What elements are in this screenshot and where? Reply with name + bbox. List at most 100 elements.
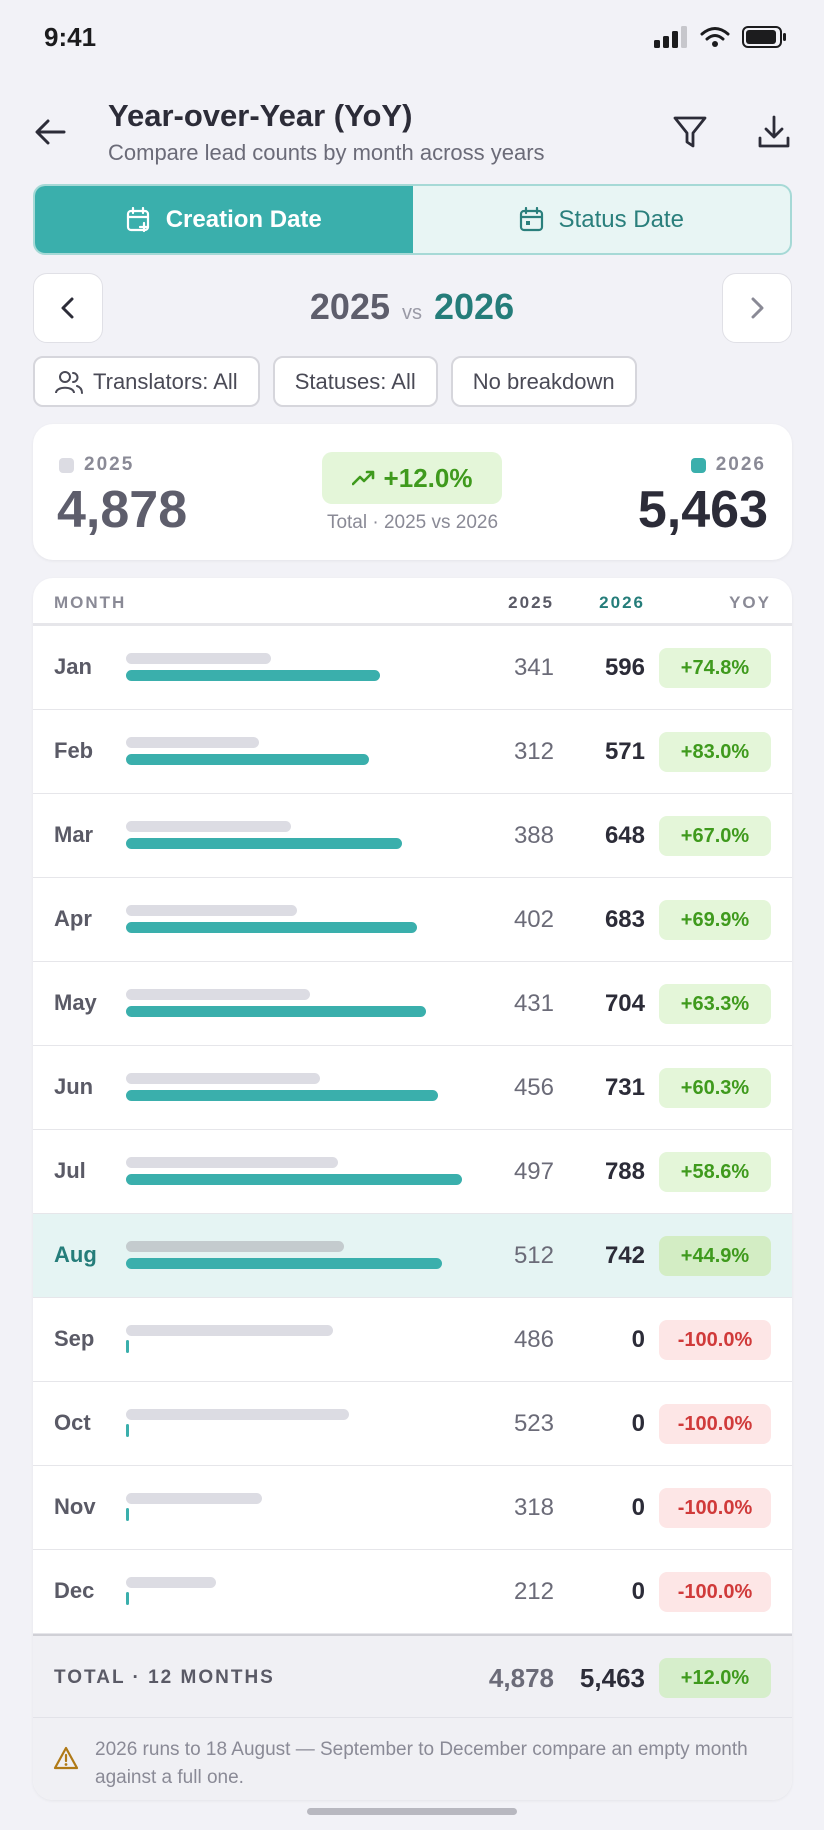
month-label: Sep — [54, 1326, 95, 1351]
summary-year-b-label: 2026 — [715, 454, 766, 475]
bar-2026 — [126, 1508, 129, 1521]
tab-status-date-label: Status Date — [558, 205, 684, 233]
value-2026: 0 — [631, 1578, 645, 1605]
total-label: TOTAL · 12 MONTHS — [54, 1667, 275, 1688]
table-row[interactable]: Oct 523 0 -100.0% — [33, 1382, 792, 1466]
next-year-button[interactable] — [722, 273, 792, 343]
month-label: Jun — [54, 1074, 94, 1099]
bar-2026 — [126, 1424, 129, 1437]
value-2026: 0 — [631, 1326, 645, 1353]
column-header-2025: 2025 — [508, 593, 554, 612]
bar-2025 — [126, 821, 291, 832]
home-indicator — [307, 1808, 517, 1815]
value-2026: 571 — [604, 738, 645, 765]
bar-2025 — [126, 1493, 262, 1504]
back-button[interactable] — [28, 110, 72, 154]
summary-year-a-label: 2025 — [84, 454, 135, 475]
warning-icon — [53, 1746, 79, 1770]
tab-status-date[interactable]: Status Date — [413, 186, 791, 253]
summary-card: 2025 4,878 +12.0% Total · 2025 vs 2026 2… — [33, 424, 792, 560]
bar-2025 — [126, 1409, 349, 1420]
previous-year-button[interactable] — [33, 273, 103, 343]
tab-creation-date-label: Creation Date — [165, 205, 322, 233]
month-label: Oct — [54, 1410, 91, 1435]
yoy-badge: -100.0% — [659, 1488, 771, 1528]
statuses-filter-chip[interactable]: Statuses: All — [272, 356, 438, 407]
trending-up-icon — [351, 470, 374, 486]
column-header-month: MONTH — [54, 593, 127, 612]
summary-change-badge: +12.0% — [322, 452, 502, 504]
bar-2026 — [126, 1592, 129, 1605]
value-2026: 704 — [604, 990, 645, 1017]
status-bar: 9:41 — [0, 0, 824, 80]
calendar-plus-icon — [126, 206, 149, 232]
summary-note: Total · 2025 vs 2026 — [326, 512, 499, 533]
bar-2025 — [126, 905, 297, 916]
header: Year-over-Year (YoY) Compare lead counts… — [0, 92, 824, 172]
bar-2025 — [126, 737, 259, 748]
summary-year-a-legend: 2025 — [59, 454, 134, 476]
download-button[interactable] — [750, 108, 798, 156]
bar-2026 — [126, 1340, 129, 1353]
value-2025: 318 — [513, 1494, 554, 1521]
value-2026: 0 — [631, 1494, 645, 1521]
summary-year-b-legend: 2026 — [690, 454, 766, 476]
value-2026: 648 — [604, 822, 645, 849]
translators-filter-chip[interactable]: Translators: All — [33, 356, 260, 407]
status-time: 9:41 — [44, 22, 97, 52]
table-row[interactable]: Jan 341 596 +74.8% — [33, 626, 792, 710]
filter-button[interactable] — [666, 108, 714, 156]
table-row[interactable]: Apr 402 683 +69.9% — [33, 878, 792, 962]
bar-2026 — [126, 922, 417, 933]
bar-2026 — [126, 838, 402, 849]
column-header-2026: 2026 — [599, 593, 645, 612]
signal-icon — [654, 26, 687, 48]
month-label: Dec — [54, 1578, 95, 1603]
value-2026: 731 — [604, 1074, 645, 1101]
bar-2026 — [126, 1174, 462, 1185]
month-label: Mar — [54, 822, 94, 847]
total-yoy-badge: +12.0% — [659, 1658, 771, 1698]
tab-creation-date[interactable]: Creation Date — [35, 186, 413, 253]
breakdown-chip[interactable]: No breakdown — [450, 356, 637, 407]
table-row[interactable]: Feb 312 571 +83.0% — [33, 710, 792, 794]
month-label: Nov — [54, 1494, 96, 1519]
summary-year-a-total: 4,878 — [57, 481, 188, 539]
translators-filter-label: Translators: All — [93, 368, 238, 394]
value-2025: 312 — [513, 738, 554, 765]
yoy-badge: +74.8% — [659, 648, 771, 688]
table-row[interactable]: May 431 704 +63.3% — [33, 962, 792, 1046]
yoy-badge: +83.0% — [659, 732, 771, 772]
value-2025: 431 — [513, 990, 554, 1017]
yoy-badge: +69.9% — [659, 900, 771, 940]
users-icon — [55, 370, 83, 394]
yoy-badge: -100.0% — [659, 1572, 771, 1612]
value-2025: 402 — [513, 906, 554, 933]
bar-2025 — [126, 1577, 216, 1588]
value-2025: 486 — [513, 1326, 554, 1353]
statuses-filter-label: Statuses: All — [294, 368, 416, 394]
yoy-badge: -100.0% — [659, 1320, 771, 1360]
legend-swatch-2025 — [59, 457, 74, 473]
yoy-badge: +63.3% — [659, 984, 771, 1024]
bar-2026 — [126, 670, 380, 681]
table-row[interactable]: Nov 318 0 -100.0% — [33, 1466, 792, 1550]
year-b: 2026 — [434, 286, 515, 327]
value-2025: 212 — [513, 1578, 554, 1605]
table-row[interactable]: Aug 512 742 +44.9% — [33, 1214, 792, 1298]
table-row[interactable]: Jun 456 731 +60.3% — [33, 1046, 792, 1130]
table-row[interactable]: Jul 497 788 +58.6% — [33, 1130, 792, 1214]
value-2025: 388 — [513, 822, 554, 849]
table-row[interactable]: Mar 388 648 +67.0% — [33, 794, 792, 878]
yoy-badge: +67.0% — [659, 816, 771, 856]
month-label: Jan — [54, 654, 92, 679]
bar-2026 — [126, 1006, 426, 1017]
table-row[interactable]: Dec 212 0 -100.0% — [33, 1550, 792, 1634]
bar-2025 — [126, 653, 271, 664]
filter-icon — [673, 116, 707, 148]
status-icons — [654, 26, 788, 48]
month-label: Jul — [54, 1158, 86, 1183]
table-row[interactable]: Sep 486 0 -100.0% — [33, 1298, 792, 1382]
table-body: Jan 341 596 +74.8% Feb 312 571 +83.0% Mar 388 648 +… — [33, 626, 792, 1634]
bar-2025 — [126, 1157, 338, 1168]
